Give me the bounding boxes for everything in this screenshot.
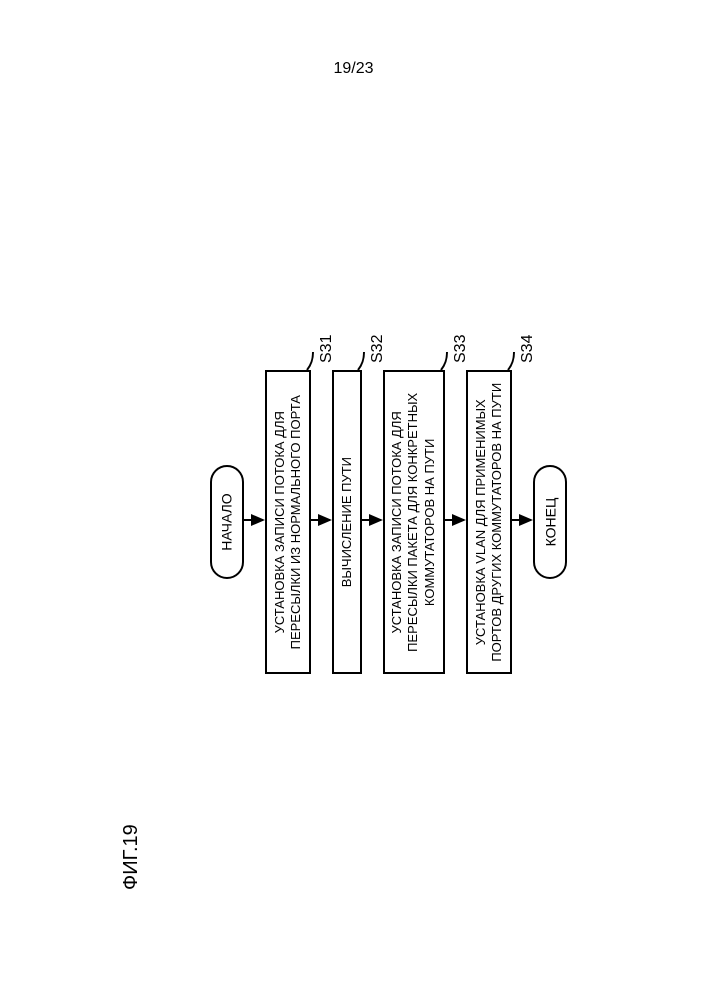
page-number: 19/23 (0, 60, 707, 78)
terminator-end: КОНЕЦ (533, 465, 567, 579)
terminator-end-text: КОНЕЦ (542, 498, 558, 547)
figure-label-text: ФИГ.19 (120, 824, 142, 890)
page: 19/23 ФИГ.19 НАЧАЛО УСТАНОВКА ЗАПИСИ ПОТ… (0, 0, 707, 1000)
process-s33: УСТАНОВКА ЗАПИСИ ПОТОКА ДЛЯ ПЕРЕСЫЛКИ ПА… (383, 370, 445, 674)
process-s33-text: УСТАНОВКА ЗАПИСИ ПОТОКА ДЛЯ ПЕРЕСЫЛКИ ПА… (390, 392, 439, 651)
process-s32-text: ВЫЧИСЛЕНИЕ ПУТИ (339, 457, 355, 587)
process-s31: УСТАНОВКА ЗАПИСИ ПОТОКА ДЛЯ ПЕРЕСЫЛКИ ИЗ… (265, 370, 311, 674)
step-label-s33: S33 (452, 335, 470, 363)
step-label-s31: S31 (318, 335, 336, 363)
step-label-s32: S32 (369, 335, 387, 363)
process-s34: УСТАНОВКА VLAN ДЛЯ ПРИМЕНИМЫХ ПОРТОВ ДРУ… (466, 370, 512, 674)
process-s34-text: УСТАНОВКА VLAN ДЛЯ ПРИМЕНИМЫХ ПОРТОВ ДРУ… (473, 383, 506, 662)
process-s32: ВЫЧИСЛЕНИЕ ПУТИ (332, 370, 362, 674)
page-number-text: 19/23 (333, 60, 373, 77)
figure-label: ФИГ.19 (120, 824, 143, 890)
terminator-start: НАЧАЛО (210, 465, 244, 579)
terminator-start-text: НАЧАЛО (219, 493, 235, 550)
process-s31-text: УСТАНОВКА ЗАПИСИ ПОТОКА ДЛЯ ПЕРЕСЫЛКИ ИЗ… (272, 395, 305, 649)
step-label-s34: S34 (519, 335, 537, 363)
